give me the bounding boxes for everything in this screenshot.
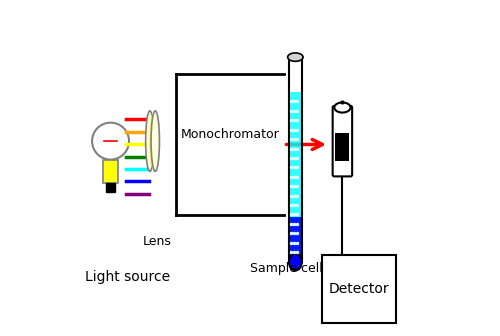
Bar: [290, 217, 301, 257]
FancyBboxPatch shape: [332, 106, 352, 176]
Text: Monochromator: Monochromator: [181, 128, 280, 141]
Text: Sample cell: Sample cell: [250, 262, 323, 275]
FancyBboxPatch shape: [103, 160, 118, 183]
Ellipse shape: [288, 53, 303, 61]
Text: Light source: Light source: [86, 270, 170, 284]
Text: Detector: Detector: [329, 282, 390, 296]
Bar: [336, 133, 349, 161]
Text: Lens: Lens: [142, 236, 172, 248]
Ellipse shape: [146, 111, 154, 171]
Circle shape: [92, 123, 129, 160]
FancyBboxPatch shape: [322, 255, 396, 323]
Ellipse shape: [334, 102, 350, 113]
Ellipse shape: [149, 114, 156, 168]
Bar: [289, 57, 302, 262]
Bar: [106, 183, 115, 192]
Ellipse shape: [289, 254, 302, 270]
Ellipse shape: [151, 111, 160, 171]
Bar: [290, 92, 301, 257]
